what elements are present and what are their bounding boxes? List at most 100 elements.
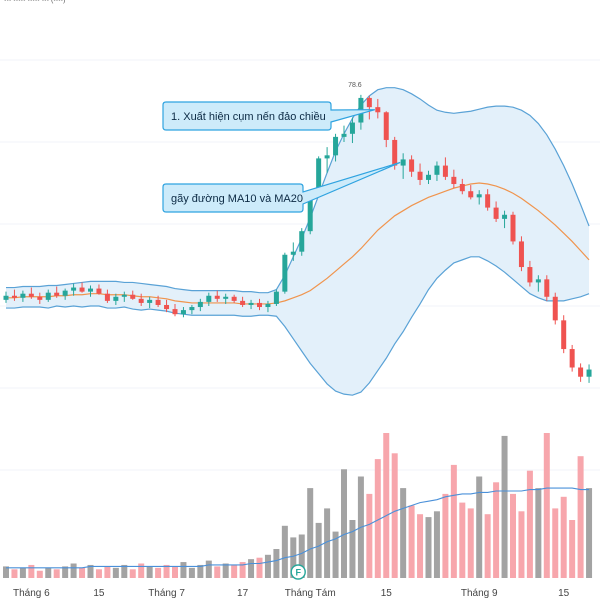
volume-bar (273, 549, 280, 578)
volume-bar (129, 569, 136, 578)
candle-body (400, 159, 406, 166)
volume-bar (172, 566, 178, 578)
volume-bar (391, 453, 398, 578)
candle-body (307, 194, 313, 232)
volume-bar (450, 464, 457, 578)
volume-bar (501, 435, 508, 578)
volume-bar (315, 522, 322, 578)
volume-bar (205, 560, 212, 578)
candle-body (586, 369, 592, 377)
volume-bar (535, 488, 542, 578)
volume-bar (19, 567, 26, 578)
candle-body (544, 279, 550, 297)
candle-body (468, 191, 474, 198)
x-tick-label: 15 (381, 588, 393, 599)
volume-bar (53, 569, 60, 578)
candle-body (37, 296, 43, 300)
volume-bar (188, 567, 195, 578)
volume-bar (569, 520, 576, 578)
f-marker[interactable]: F (290, 564, 306, 580)
volume-bar (290, 537, 297, 578)
candle-body (223, 296, 229, 299)
candle-body (240, 300, 246, 305)
bollinger-band (6, 87, 590, 396)
volume-bar (248, 559, 255, 578)
volume-bar (146, 566, 153, 578)
callouts: 1. Xuất hiện cụm nến đảo chiều gãy đường … (162, 101, 401, 213)
x-tick-label: Tháng 9 (461, 588, 498, 599)
candle-body (62, 290, 68, 296)
axis-background (0, 578, 600, 600)
candle-body (535, 279, 541, 283)
candle-body (113, 296, 119, 301)
peak-price-label: 78.6 (348, 82, 362, 89)
candle-body (502, 214, 508, 219)
candle-body (147, 299, 153, 303)
x-tick-label: Tháng 6 (13, 588, 50, 599)
volume-bar (70, 563, 77, 578)
candle-body (231, 296, 237, 301)
candle-body (552, 296, 558, 321)
annotation-text-2: gãy đường MA10 và MA20 (171, 193, 303, 205)
candle-body (459, 184, 465, 192)
volume-bar (341, 469, 347, 578)
volume-bar (11, 569, 18, 578)
volume-bar (493, 482, 500, 578)
annotation-text-1: 1. Xuất hiện cụm nến đảo chiều (171, 111, 326, 123)
candle-body (417, 171, 423, 180)
volume-bar (577, 456, 584, 578)
annotation-callout-1 (162, 101, 375, 131)
band-lower-line (6, 256, 590, 396)
candle-body (45, 292, 51, 300)
candle-body (392, 139, 398, 166)
candle-body (71, 287, 77, 291)
candle-body (164, 304, 170, 310)
candle-body (248, 302, 254, 305)
volume-bar (425, 517, 432, 578)
volume-bar (62, 566, 69, 578)
candle-body (28, 293, 34, 297)
candle-body (130, 294, 136, 299)
volume-bar (281, 525, 288, 578)
candle-body (265, 303, 271, 308)
annotation-callout-2 (162, 161, 401, 213)
volume-bar (87, 564, 94, 578)
volume-bar (307, 488, 314, 578)
candle-body (316, 158, 322, 195)
candle-body (527, 267, 533, 283)
candle-body (518, 241, 524, 268)
volume-bar (239, 562, 246, 578)
candle-body (324, 155, 330, 159)
volume-bar (349, 520, 356, 578)
candle-body (426, 174, 431, 180)
candle-body (333, 136, 339, 156)
candle-body (180, 310, 186, 315)
volume-bar (256, 557, 263, 578)
band-fill (6, 87, 590, 396)
candle-body (206, 295, 212, 302)
volume-bar (121, 564, 128, 578)
x-tick-label: 17 (237, 588, 249, 599)
candle-body (172, 309, 178, 315)
f-marker-circle (290, 564, 306, 580)
candle-body (273, 291, 279, 304)
candle-body (214, 295, 220, 299)
candle-body (493, 207, 499, 219)
candle-body (3, 295, 9, 300)
volume-bar (543, 433, 550, 578)
volume-bar (45, 567, 52, 578)
candle-body (366, 97, 372, 108)
ma-line (6, 182, 590, 305)
volume-bars (3, 433, 593, 578)
volume-bar (36, 570, 43, 578)
volume-bar (231, 564, 238, 578)
volume-bar (79, 567, 86, 578)
candle-body (442, 165, 448, 177)
candle-body (409, 159, 415, 172)
x-tick-label: Tháng 7 (148, 588, 185, 599)
candle-body (257, 302, 262, 308)
candle-body (434, 165, 440, 175)
x-tick-label: Tháng Tám (285, 588, 336, 599)
